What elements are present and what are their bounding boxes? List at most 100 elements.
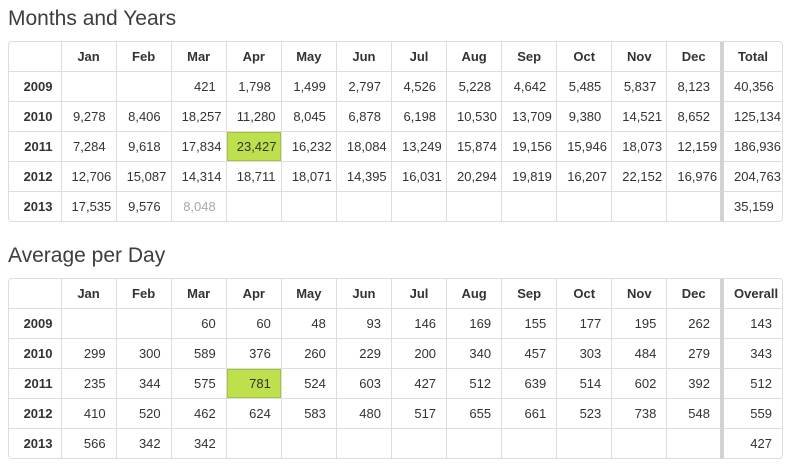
value-cell-2012-oct: 523: [556, 398, 612, 429]
average-per-day-table-card: Jan Feb Mar Apr May Jun Jul Aug Sep Oct Nov Dec Over…: [8, 278, 783, 460]
value-cell-2009-jul: 146: [390, 308, 447, 339]
value-cell-2012-may: 583: [280, 398, 337, 429]
year-row-2009: 2009 60 60 48 93 146 169 155 177 195 262 143: [9, 308, 782, 339]
month-header-jun: Jun: [335, 279, 392, 309]
value-cell-2010-oct: 303: [556, 338, 612, 369]
value-cell-2012-jan: 410: [60, 398, 117, 429]
value-cell-2011-oct: 514: [556, 368, 612, 399]
month-header-sep: Sep: [501, 279, 557, 309]
value-cell-2011-jan: 235: [60, 368, 117, 399]
value-cell-2013-nov: [611, 191, 667, 222]
year-row-2010: 2010 9,278 8,406 18,257 11,280 8,045 6,878 6,19…: [9, 101, 782, 132]
value-cell-2011-jul: 427: [390, 368, 447, 399]
value-cell-2013-dec: [666, 191, 722, 222]
value-cell-2013-feb: 342: [115, 428, 172, 459]
section-title-average-per-day: Average per Day: [8, 244, 166, 268]
corner-cell: [9, 279, 61, 309]
value-cell-2013-aug: [446, 428, 502, 459]
value-cell-2009-mar: 60: [170, 308, 227, 339]
total-cell-2013: 35,159: [720, 191, 782, 222]
value-cell-2009-jun: 2,797: [335, 71, 392, 102]
value-cell-2011-sep: 639: [501, 368, 557, 399]
highlighted-value-cell-2011-apr: 23,427: [225, 131, 282, 162]
value-cell-2013-jan: 17,535: [60, 191, 117, 222]
value-cell-2009-jan: [60, 308, 117, 339]
value-cell-2009-may: 1,499: [280, 71, 337, 102]
value-cell-2010-apr: 11,280: [225, 101, 282, 132]
value-cell-2013-may: [280, 191, 337, 222]
value-cell-2009-oct: 5,485: [556, 71, 612, 102]
month-header-feb: Feb: [115, 42, 172, 72]
month-header-nov: Nov: [611, 279, 667, 309]
value-cell-2009-jan: [60, 71, 117, 102]
total-header: Total: [720, 42, 782, 72]
month-header-mar: Mar: [170, 279, 227, 309]
value-cell-2013-aug: [446, 191, 502, 222]
value-cell-2010-feb: 8,406: [115, 101, 172, 132]
value-cell-2012-jan: 12,706: [60, 161, 117, 192]
year-cell-2012: 2012: [9, 398, 61, 429]
value-cell-2012-apr: 18,711: [225, 161, 282, 192]
value-cell-2010-jul: 6,198: [390, 101, 447, 132]
year-cell-2009: 2009: [9, 71, 61, 102]
total-cell-2012: 204,763: [720, 161, 782, 192]
value-cell-2013-may: [280, 428, 337, 459]
value-cell-2010-nov: 14,521: [611, 101, 667, 132]
month-header-jul: Jul: [390, 42, 447, 72]
value-cell-2013-sep: [501, 191, 557, 222]
value-cell-2012-dec: 548: [666, 398, 722, 429]
year-row-2011: 2011 235 344 575 781 524 603 427 512 639 514 602 392…: [9, 368, 782, 399]
value-cell-2011-feb: 9,618: [115, 131, 172, 162]
value-cell-2011-jun: 603: [335, 368, 392, 399]
month-header-oct: Oct: [556, 279, 612, 309]
value-cell-2011-jul: 13,249: [390, 131, 447, 162]
year-cell-2013: 2013: [9, 428, 61, 459]
overall-cell-2010: 343: [720, 338, 782, 369]
year-row-2012: 2012 12,706 15,087 14,314 18,711 18,071 14,395…: [9, 161, 782, 192]
year-row-2009: 2009 421 1,798 1,499 2,797 4,526 5,228 4,642 5,4…: [9, 71, 782, 102]
month-header-jan: Jan: [60, 42, 117, 72]
value-cell-2010-may: 260: [280, 338, 337, 369]
month-header-oct: Oct: [556, 42, 612, 72]
year-row-2013: 2013 17,535 9,576 8,048 35,159: [9, 191, 782, 222]
value-cell-2013-apr: [225, 428, 282, 459]
corner-cell: [9, 42, 61, 72]
value-cell-2012-nov: 22,152: [611, 161, 667, 192]
value-cell-2012-oct: 16,207: [556, 161, 612, 192]
month-header-sep: Sep: [501, 42, 557, 72]
year-row-2010: 2010 299 300 589 376 260 229 200 340 457 303 484 279…: [9, 338, 782, 369]
value-cell-2010-aug: 10,530: [446, 101, 502, 132]
month-header-feb: Feb: [115, 279, 172, 309]
value-cell-2010-sep: 457: [501, 338, 557, 369]
value-cell-2013-jul: [390, 428, 447, 459]
value-cell-2012-jun: 14,395: [335, 161, 392, 192]
value-cell-2012-mar: 462: [170, 398, 227, 429]
value-cell-2011-nov: 602: [611, 368, 667, 399]
value-cell-2011-dec: 392: [666, 368, 722, 399]
value-cell-2012-aug: 20,294: [446, 161, 502, 192]
value-cell-2013-dec: [666, 428, 722, 459]
year-row-2012: 2012 410 520 462 624 583 480 517 655 661 523 738 548…: [9, 398, 782, 429]
header-row: Jan Feb Mar Apr May Jun Jul Aug Sep Oct Nov Dec Over…: [9, 279, 782, 309]
value-cell-2010-mar: 18,257: [170, 101, 227, 132]
value-cell-2009-aug: 5,228: [446, 71, 502, 102]
value-cell-2013-nov: [611, 428, 667, 459]
value-cell-2011-may: 16,232: [280, 131, 337, 162]
value-cell-2011-may: 524: [280, 368, 337, 399]
month-header-aug: Aug: [446, 279, 502, 309]
value-cell-2012-dec: 16,976: [666, 161, 722, 192]
overall-cell-2011: 512: [720, 368, 782, 399]
value-cell-2012-feb: 15,087: [115, 161, 172, 192]
value-cell-2011-mar: 17,834: [170, 131, 227, 162]
value-cell-2013-oct: [556, 428, 612, 459]
value-cell-2013-mar: 8,048: [170, 191, 227, 222]
month-header-may: May: [280, 279, 337, 309]
year-cell-2009: 2009: [9, 308, 61, 339]
value-cell-2009-aug: 169: [446, 308, 502, 339]
value-cell-2013-oct: [556, 191, 612, 222]
value-cell-2012-apr: 624: [225, 398, 282, 429]
value-cell-2013-feb: 9,576: [115, 191, 172, 222]
month-header-jun: Jun: [335, 42, 392, 72]
value-cell-2010-jan: 9,278: [60, 101, 117, 132]
month-header-apr: Apr: [225, 279, 282, 309]
